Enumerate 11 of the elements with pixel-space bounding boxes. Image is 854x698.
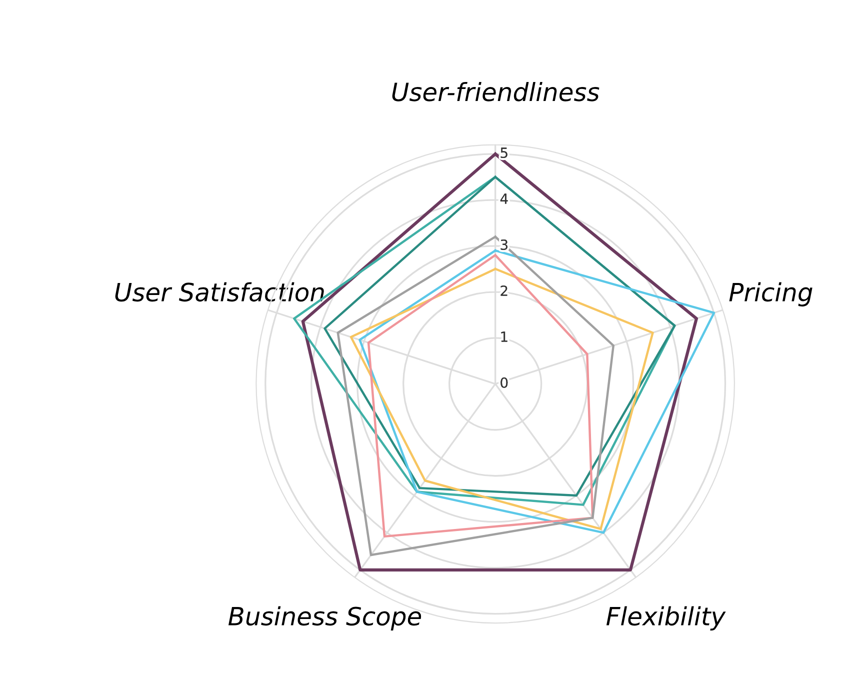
spoke-label: User-friendliness	[392, 82, 600, 102]
y-tick-label: 0	[500, 377, 508, 388]
y-tick-label: 4	[500, 194, 508, 204]
spoke-label: Pricing	[729, 282, 812, 306]
spoke-label: Business Scope	[228, 606, 422, 630]
y-tick-label: 2	[500, 285, 508, 296]
y-tick-label: 3	[500, 239, 508, 250]
y-tick-label: 1	[501, 332, 508, 342]
spoke-label: Flexibility	[606, 606, 726, 630]
y-tick-label: 5	[500, 148, 508, 158]
spoke-label: User Satisfaction	[115, 282, 324, 302]
